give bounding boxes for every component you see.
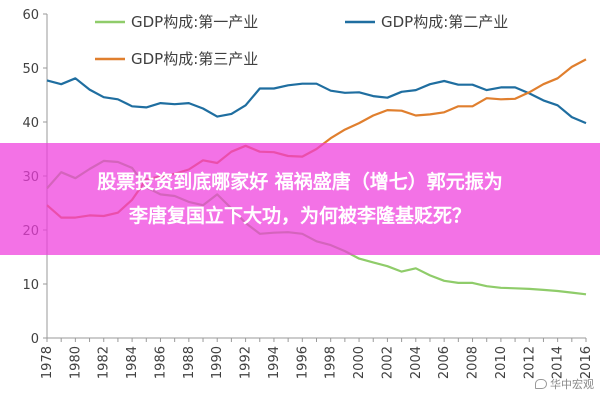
y-tick-label: 60 [22,8,39,23]
x-tick-label: 1992 [239,346,254,379]
promo-banner[interactable]: 股票投资到底哪家好 福祸盛唐（增七）郭元振为 李唐复国立下大功，为何被李隆基贬死… [0,143,600,255]
y-tick-label: 50 [22,62,39,77]
watermark: 华中宏观 [535,376,594,392]
y-tick-label: 0 [31,332,39,347]
legend-label-2: GDP构成:第二产业 [381,13,508,31]
wechat-icon [535,379,547,389]
x-tick-label: 1994 [267,346,282,379]
banner-line-2: 李唐复国立下大功，为何被李隆基贬死？ [128,205,471,227]
x-tick-label: 2006 [437,346,452,379]
x-tick-label: 2014 [551,346,566,379]
x-tick-label: 1998 [324,346,339,379]
x-tick-label: 1996 [295,346,310,379]
y-tick-label: 10 [22,278,39,293]
chart-legend: GDP构成:第一产业 GDP构成:第二产业 GDP构成:第三产业 [95,13,508,68]
x-tick-label: 2016 [579,346,594,379]
legend-label-3: GDP构成:第三产业 [131,50,258,68]
x-tick-label: 2000 [352,346,367,379]
x-tick-label: 2004 [409,346,424,379]
x-tick-label: 2010 [494,346,509,379]
x-tick-label: 1990 [210,346,225,379]
x-tick-label: 1986 [153,346,168,379]
x-tick-label: 2002 [380,346,395,379]
x-tick-label: 2008 [466,346,481,379]
x-tick-label: 1978 [40,346,55,379]
banner-line-1: 股票投资到底哪家好 福祸盛唐（增七）郭元振为 [97,171,503,193]
x-tick-label: 1980 [68,346,83,379]
x-tick-label: 2012 [522,346,537,379]
x-tick-label: 1982 [97,346,112,379]
legend-label-1: GDP构成:第一产业 [131,13,258,31]
watermark-text: 华中宏观 [550,378,594,391]
series-line-2 [46,77,587,125]
x-tick-label: 1984 [125,346,140,379]
y-tick-label: 40 [22,116,39,131]
x-tick-label: 1988 [182,346,197,379]
